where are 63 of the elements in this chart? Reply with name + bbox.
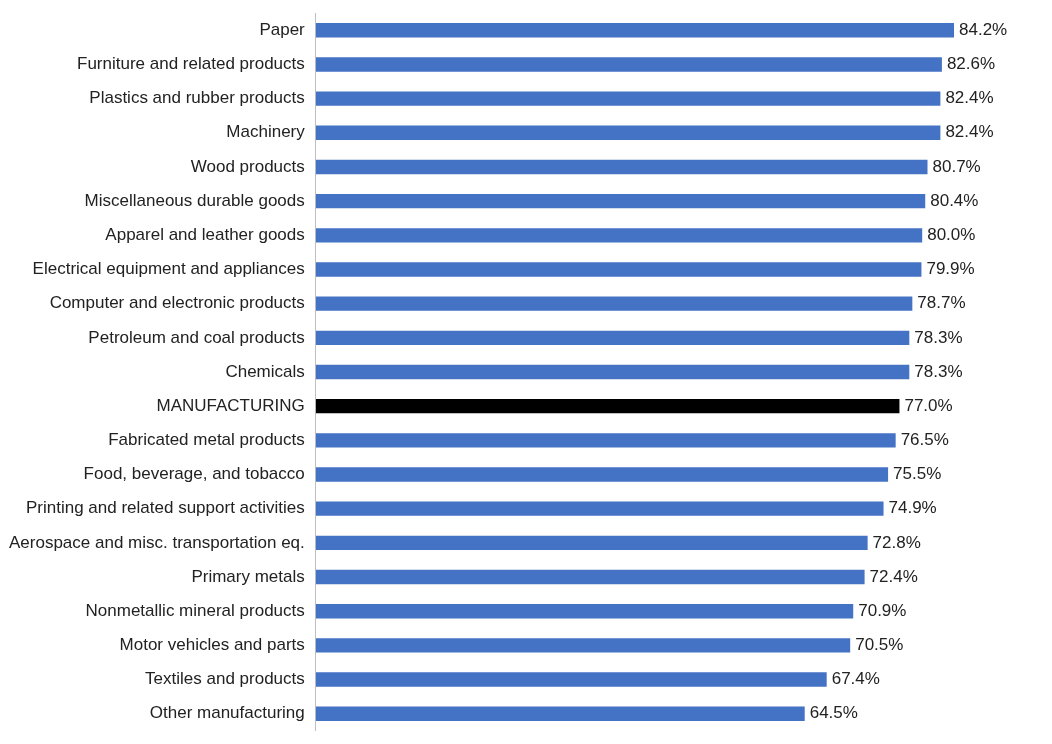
data-label: 80.0% — [927, 225, 976, 244]
y-tick-label: Other manufacturing — [149, 703, 305, 723]
bar — [315, 501, 884, 516]
bar — [315, 638, 851, 653]
bar — [315, 399, 900, 414]
data-label: 78.7% — [917, 293, 966, 313]
data-label: 76.5% — [900, 430, 949, 450]
y-tick-label: Computer and electronic products — [49, 293, 305, 313]
data-label: 77.0% — [904, 395, 953, 415]
bar — [315, 23, 955, 38]
y-tick-label: MANUFACTURING — [156, 395, 305, 415]
bar — [315, 91, 941, 106]
data-label: 70.9% — [858, 600, 907, 620]
data-label: 78.3% — [914, 327, 963, 347]
y-tick-label: Printing and related support activities — [26, 498, 305, 518]
data-label: 72.8% — [872, 532, 921, 552]
data-label: 80.4% — [930, 190, 979, 210]
y-tick-label: Fabricated metal products — [108, 430, 305, 450]
bar — [315, 433, 896, 448]
data-label: 78.3% — [914, 361, 963, 381]
y-tick-label: Miscellaneous durable goods — [84, 190, 305, 210]
y-tick-label: Paper — [259, 19, 306, 39]
bar — [315, 57, 942, 72]
data-label: 82.4% — [945, 88, 994, 108]
bar — [315, 672, 827, 687]
bar — [315, 296, 913, 311]
bar — [315, 535, 868, 551]
bar — [315, 364, 910, 380]
y-tick-label: Petroleum and coal products — [88, 327, 305, 347]
data-label: 79.9% — [926, 259, 975, 279]
y-tick-label: Wood products — [190, 156, 305, 176]
bar — [315, 706, 805, 721]
bar — [315, 262, 922, 277]
y-tick-label: Furniture and related products — [77, 54, 305, 74]
y-tick-label: Textiles and products — [145, 669, 305, 689]
data-label: 72.4% — [869, 566, 918, 586]
y-tick-label: Primary metals — [191, 566, 305, 586]
data-label: 82.4% — [945, 122, 994, 142]
y-tick-label: Plastics and rubber products — [89, 88, 305, 108]
bar — [315, 467, 889, 482]
data-label: 67.4% — [831, 669, 880, 689]
bar — [315, 228, 923, 243]
y-tick-label: Chemicals — [225, 361, 305, 381]
y-tick-label: Machinery — [226, 122, 306, 142]
data-label: 75.5% — [893, 464, 942, 484]
bar — [315, 330, 910, 346]
y-tick-label: Electrical equipment and appliances — [32, 259, 305, 279]
data-label: 80.7% — [932, 156, 981, 176]
data-label: 64.5% — [809, 703, 858, 723]
y-tick-label: Nonmetallic mineral products — [85, 600, 305, 620]
y-tick-label: Aerospace and misc. transportation eq. — [8, 532, 305, 552]
bar — [315, 604, 854, 619]
y-tick-label: Food, beverage, and tobacco — [83, 464, 305, 484]
data-label: 82.6% — [946, 54, 996, 74]
bar — [315, 159, 928, 175]
data-label: 74.9% — [888, 498, 937, 518]
bar — [315, 125, 941, 140]
bar — [315, 193, 926, 209]
data-label: 84.2% — [959, 19, 1008, 39]
y-tick-label: Apparel and leather goods — [105, 225, 305, 244]
data-label: 70.5% — [855, 635, 904, 655]
y-tick-label: Motor vehicles and parts — [119, 635, 305, 655]
bar — [315, 569, 865, 585]
